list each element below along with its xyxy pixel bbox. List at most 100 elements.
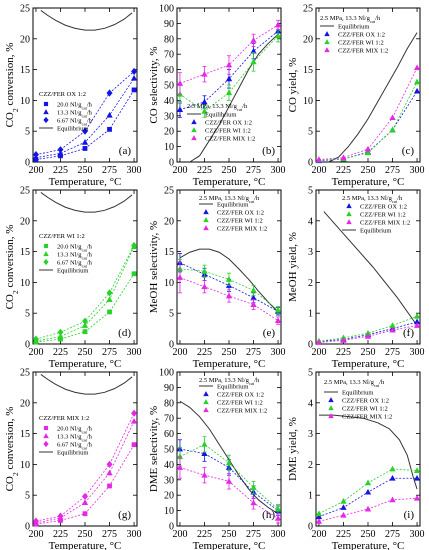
legend-title: 2.5 MPa, 13.3 Nl/gcat/h: [199, 377, 260, 386]
legend: 2.5 MPa, 13.3 Nl/gcat/hEquilibriumCZZ/FE…: [320, 15, 388, 55]
y-axis-title: DME selectivity, %: [148, 406, 160, 492]
data-point: [106, 289, 113, 297]
legend-swatch-marker: [43, 251, 49, 257]
x-tick-label: 275: [102, 347, 117, 358]
data-point: [176, 80, 184, 86]
data-point: [250, 484, 257, 490]
legend-entry: 13.3 Nl/gcat/h: [57, 252, 93, 261]
legend-swatch-marker: [328, 405, 334, 411]
legend-title: CZZ/FER WI 1:2: [39, 233, 85, 240]
data-point: [389, 126, 396, 133]
panel-label: (c): [402, 145, 415, 157]
data-point: [364, 333, 372, 339]
series-line: [318, 325, 418, 343]
data-point: [131, 442, 137, 448]
y-tick-label: 30: [164, 475, 174, 486]
x-tick-label: 250: [361, 529, 376, 540]
legend-entry: CZZ/FER MIX 1:2: [338, 48, 388, 55]
legend-swatch-marker: [43, 109, 49, 115]
series-3: [176, 261, 282, 325]
x-tick-label: 250: [222, 347, 237, 358]
series-3: [32, 67, 138, 159]
y-tick-label: 20: [303, 34, 313, 45]
legend-entry: CZZ/FER OX 1:2: [217, 392, 264, 399]
panel-label: (g): [118, 509, 131, 521]
data-point: [82, 329, 88, 335]
legend-entry: 13.3 Nl/gcat/h: [57, 110, 93, 119]
x-tick-label: 225: [197, 347, 212, 358]
data-point: [225, 89, 233, 96]
series-3: [315, 64, 421, 162]
legend-entry: Equilibrium: [57, 126, 88, 133]
y-tick-label: 15: [20, 247, 30, 258]
y-tick-label: 15: [164, 247, 174, 258]
legend-swatch-marker: [346, 203, 352, 209]
legend-entry: CZZ/FER WI 1:2: [360, 212, 406, 219]
panel-label: (h): [262, 509, 275, 521]
data-point: [201, 98, 208, 105]
legend-title: 2.5 MPa, 13.3 Nl/gcat/h: [342, 195, 403, 204]
data-point: [340, 337, 347, 343]
x-tick-label: 300: [127, 165, 142, 176]
y-tick-label: 20: [164, 491, 174, 502]
y-tick-label: 5: [25, 127, 30, 138]
series-equilibrium: [328, 32, 418, 163]
data-point: [130, 417, 138, 424]
legend-entry: 6.67 Nl/gcat/h: [57, 118, 93, 127]
y-tick-label: 1: [308, 309, 313, 320]
x-tick-label: 300: [410, 347, 425, 358]
data-point: [389, 114, 396, 121]
x-tick-label: 200: [28, 165, 43, 176]
legend-swatch-marker: [43, 116, 49, 124]
series-2: [176, 436, 282, 515]
y-axis-title: CO yield, %: [287, 58, 299, 113]
y-tick-label: 10: [20, 96, 30, 107]
data-point: [250, 58, 257, 65]
x-tick-label: 250: [222, 165, 237, 176]
data-point: [413, 78, 421, 85]
legend-swatch-marker: [191, 127, 197, 133]
legend-entry: Equilibrium: [360, 228, 391, 235]
data-point: [274, 505, 282, 512]
y-tick-label: 90: [164, 383, 174, 394]
x-axis-title: Temperature, °C: [332, 358, 405, 370]
data-point: [82, 511, 88, 517]
data-point: [250, 294, 257, 301]
legend-swatch-marker: [203, 391, 209, 397]
data-point: [82, 492, 88, 501]
legend: 2.5 MPa, 13.3 Nl/gcat/hEquilibriumCZZ/FE…: [199, 195, 267, 233]
y-tick-label: 0: [308, 340, 313, 351]
y-tick-label: 25: [164, 186, 174, 197]
data-point: [106, 469, 113, 476]
legend-entry: CZZ/FER MIX 1:2: [342, 414, 392, 421]
y-tick-label: 4: [308, 216, 313, 227]
x-axis-title: Temperature, °C: [332, 540, 405, 550]
data-point: [201, 283, 208, 290]
y-tick-label: 5: [169, 309, 174, 320]
equilibrium-line: [179, 248, 279, 313]
x-tick-label: 300: [410, 529, 425, 540]
series-2: [176, 29, 282, 118]
legend-entry: CZZ/FER WI 1:2: [338, 40, 384, 47]
panel-b: 200 225 250 275 300 0 10 20 30 40 50 60 70 80 90 100 Tem…: [148, 4, 286, 189]
x-axis-title: Temperature, °C: [193, 176, 266, 188]
data-point: [130, 74, 138, 81]
data-point: [81, 499, 89, 505]
y-tick-label: 90: [164, 19, 174, 30]
legend-entry: 6.67 Nl/gcat/h: [57, 442, 93, 451]
x-tick-label: 225: [197, 529, 212, 540]
legend-swatch-marker: [203, 217, 209, 223]
x-tick-label: 200: [311, 165, 326, 176]
legend-entry: CZZ/FER WI 1:2: [342, 406, 388, 413]
x-tick-label: 225: [197, 165, 212, 176]
data-point: [413, 474, 421, 481]
data-point: [274, 32, 282, 39]
y-tick-label: 15: [20, 429, 30, 440]
data-point: [340, 504, 347, 510]
data-point: [340, 511, 347, 518]
series-3: [176, 19, 282, 95]
legend-entry: CZZ/FER WI 1:2: [217, 400, 263, 407]
legend-entry: Equilibrium: [217, 202, 248, 209]
data-point: [413, 87, 421, 94]
